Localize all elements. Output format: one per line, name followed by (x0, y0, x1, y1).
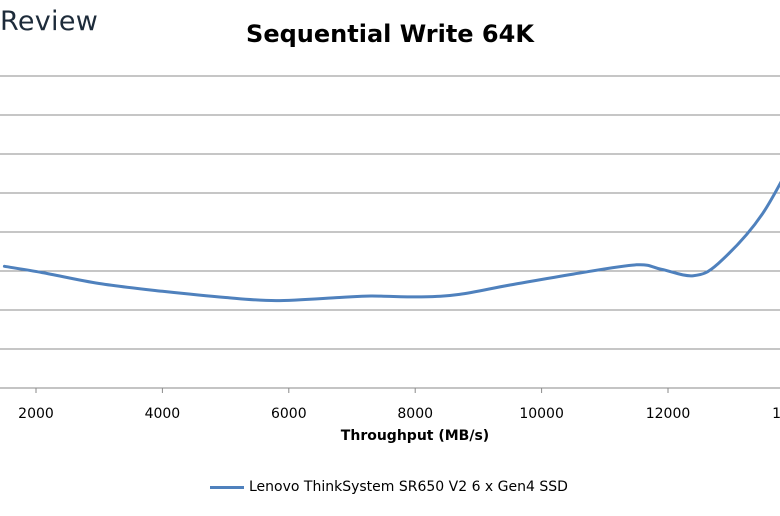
chart-title: Sequential Write 64K (246, 20, 534, 48)
legend-swatch (210, 485, 244, 489)
x-tick-label: 6000 (271, 406, 307, 422)
brand-logo-text: Review (0, 6, 99, 37)
series-line-0 (2, 180, 780, 303)
x-tick-label: 4000 (145, 406, 181, 422)
gridlines (0, 75, 780, 389)
legend-label: Lenovo ThinkSystem SR650 V2 6 x Gen4 SSD (249, 479, 568, 495)
x-tick-label: 2000 (18, 406, 54, 422)
legend: Lenovo ThinkSystem SR650 V2 6 x Gen4 SSD (210, 479, 568, 495)
x-tick-label: 14000 (772, 406, 780, 422)
series-lines (2, 180, 780, 303)
x-tick-labels: 2000 4000 6000 8000 10000 12000 14000 (18, 388, 780, 422)
x-tick-label: 10000 (519, 406, 564, 422)
x-tick-label: 12000 (646, 406, 691, 422)
x-tick-label: 8000 (397, 406, 433, 422)
x-axis-label: Throughput (MB/s) (340, 428, 490, 444)
